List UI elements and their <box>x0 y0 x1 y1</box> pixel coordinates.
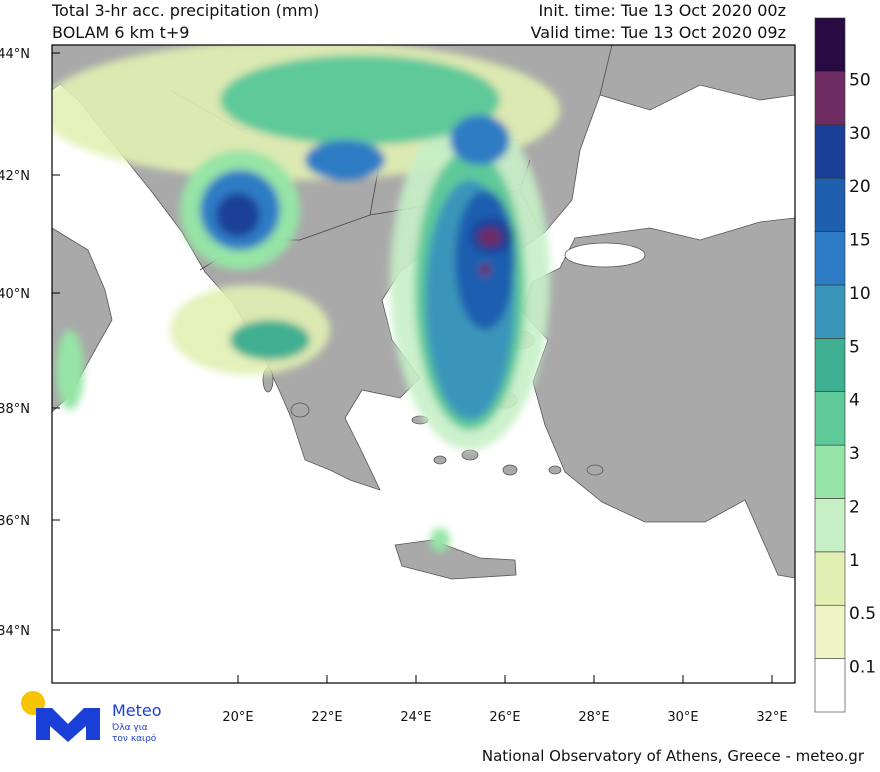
colorbar-label: 3 <box>849 444 860 464</box>
colorbar-label: 0.1 <box>849 658 876 678</box>
colorbar-label: 50 <box>849 70 871 90</box>
colorbar-segment <box>814 124 846 179</box>
colorbar-segment <box>814 71 846 126</box>
longitude-axis: 20°E 22°E 24°E 26°E 28°E 30°E 32°E <box>222 675 788 725</box>
longitude-label: 22°E <box>311 710 342 725</box>
latitude-label: 42°N <box>0 169 30 184</box>
model: BOLAM 6 km t+9 <box>52 23 189 42</box>
colorbar-segment <box>814 338 846 392</box>
colorbar-label: 20 <box>849 177 871 197</box>
longitude-label: 32°E <box>756 710 787 725</box>
colorbar-segment <box>814 17 846 72</box>
colorbar-segment <box>814 498 846 553</box>
title: Total 3-hr acc. precipitation (mm) <box>51 1 319 20</box>
init-time: Init. time: Tue 13 Oct 2020 00z <box>538 1 786 20</box>
longitude-label: 24°E <box>400 710 431 725</box>
footer: National Observatory of Athens, Greece -… <box>482 747 865 765</box>
logo: Meteo Όλα για τον καιρό <box>21 691 162 744</box>
colorbar-segment <box>814 604 846 659</box>
latitude-label: 34°N <box>0 624 30 639</box>
colorbar-segment <box>814 551 846 606</box>
colorbar-segment <box>814 444 846 499</box>
land <box>599 45 795 111</box>
colorbar-label: 15 <box>849 231 871 251</box>
latitude-label: 36°N <box>0 514 30 529</box>
colorbar-label: 30 <box>849 124 871 144</box>
latitude-axis: 44°N 42°N 40°N 38°N 36°N 34°N <box>0 47 60 639</box>
latitude-label: 40°N <box>0 287 30 302</box>
colorbar-label: 10 <box>849 284 871 304</box>
colorbar-segment <box>814 284 846 339</box>
longitude-label: 28°E <box>578 710 609 725</box>
colorbar-label: 0.5 <box>849 604 876 624</box>
colorbar-segment <box>814 231 846 286</box>
sea-of-marmara <box>564 242 646 268</box>
longitude-label: 26°E <box>489 710 520 725</box>
colorbar-segment <box>814 391 846 446</box>
colorbar-label: 1 <box>849 551 860 571</box>
latitude-label: 38°N <box>0 402 30 417</box>
colorbar-label: 4 <box>849 391 860 411</box>
precipitation <box>52 45 560 552</box>
longitude-label: 30°E <box>667 710 698 725</box>
colorbar-label: 5 <box>849 337 860 357</box>
logo-tagline: Όλα για <box>111 722 148 733</box>
map <box>52 45 795 683</box>
colorbar: 0.1 0.5 1 2 3 4 5 10 15 20 30 50 <box>814 17 876 713</box>
map-frame <box>51 44 796 684</box>
valid-time: Valid time: Tue 13 Oct 2020 09z <box>531 23 786 42</box>
colorbar-segment <box>814 177 846 232</box>
logo-name: Meteo <box>112 701 162 720</box>
colorbar-label: 2 <box>849 497 860 517</box>
colorbar-segment <box>814 658 846 713</box>
longitude-label: 20°E <box>222 710 253 725</box>
logo-tagline: τον καιρό <box>112 733 157 744</box>
latitude-label: 44°N <box>0 47 30 62</box>
